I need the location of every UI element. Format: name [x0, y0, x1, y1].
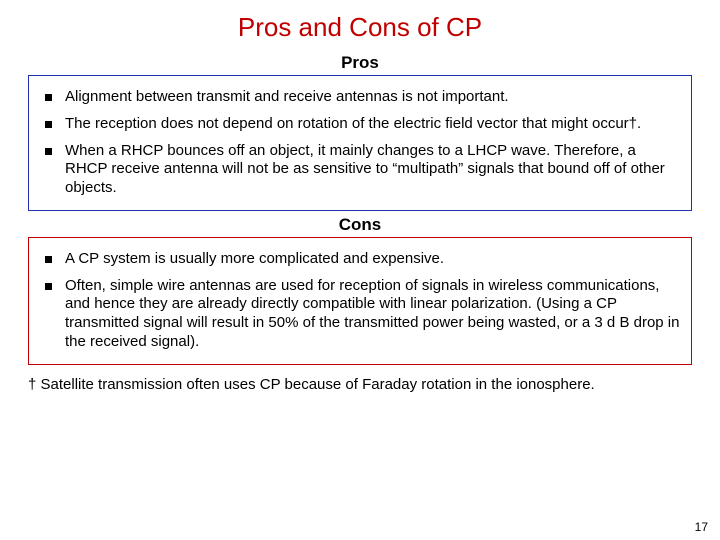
cons-list: A CP system is usually more complicated …	[39, 246, 681, 356]
slide: Pros and Cons of CP Pros Alignment betwe…	[0, 0, 720, 540]
cons-label: Cons	[28, 215, 692, 235]
list-item: When a RHCP bounces off an object, it ma…	[59, 138, 681, 202]
list-item: Often, simple wire antennas are used for…	[59, 273, 681, 356]
list-item: The reception does not depend on rotatio…	[59, 111, 681, 138]
list-item: Alignment between transmit and receive a…	[59, 84, 681, 111]
cons-box: A CP system is usually more complicated …	[28, 237, 692, 365]
list-item: A CP system is usually more complicated …	[59, 246, 681, 273]
footnote: † Satellite transmission often uses CP b…	[28, 375, 692, 395]
page-number: 17	[695, 520, 708, 534]
pros-list: Alignment between transmit and receive a…	[39, 84, 681, 202]
pros-box: Alignment between transmit and receive a…	[28, 75, 692, 211]
pros-label: Pros	[28, 53, 692, 73]
slide-title: Pros and Cons of CP	[28, 12, 692, 43]
